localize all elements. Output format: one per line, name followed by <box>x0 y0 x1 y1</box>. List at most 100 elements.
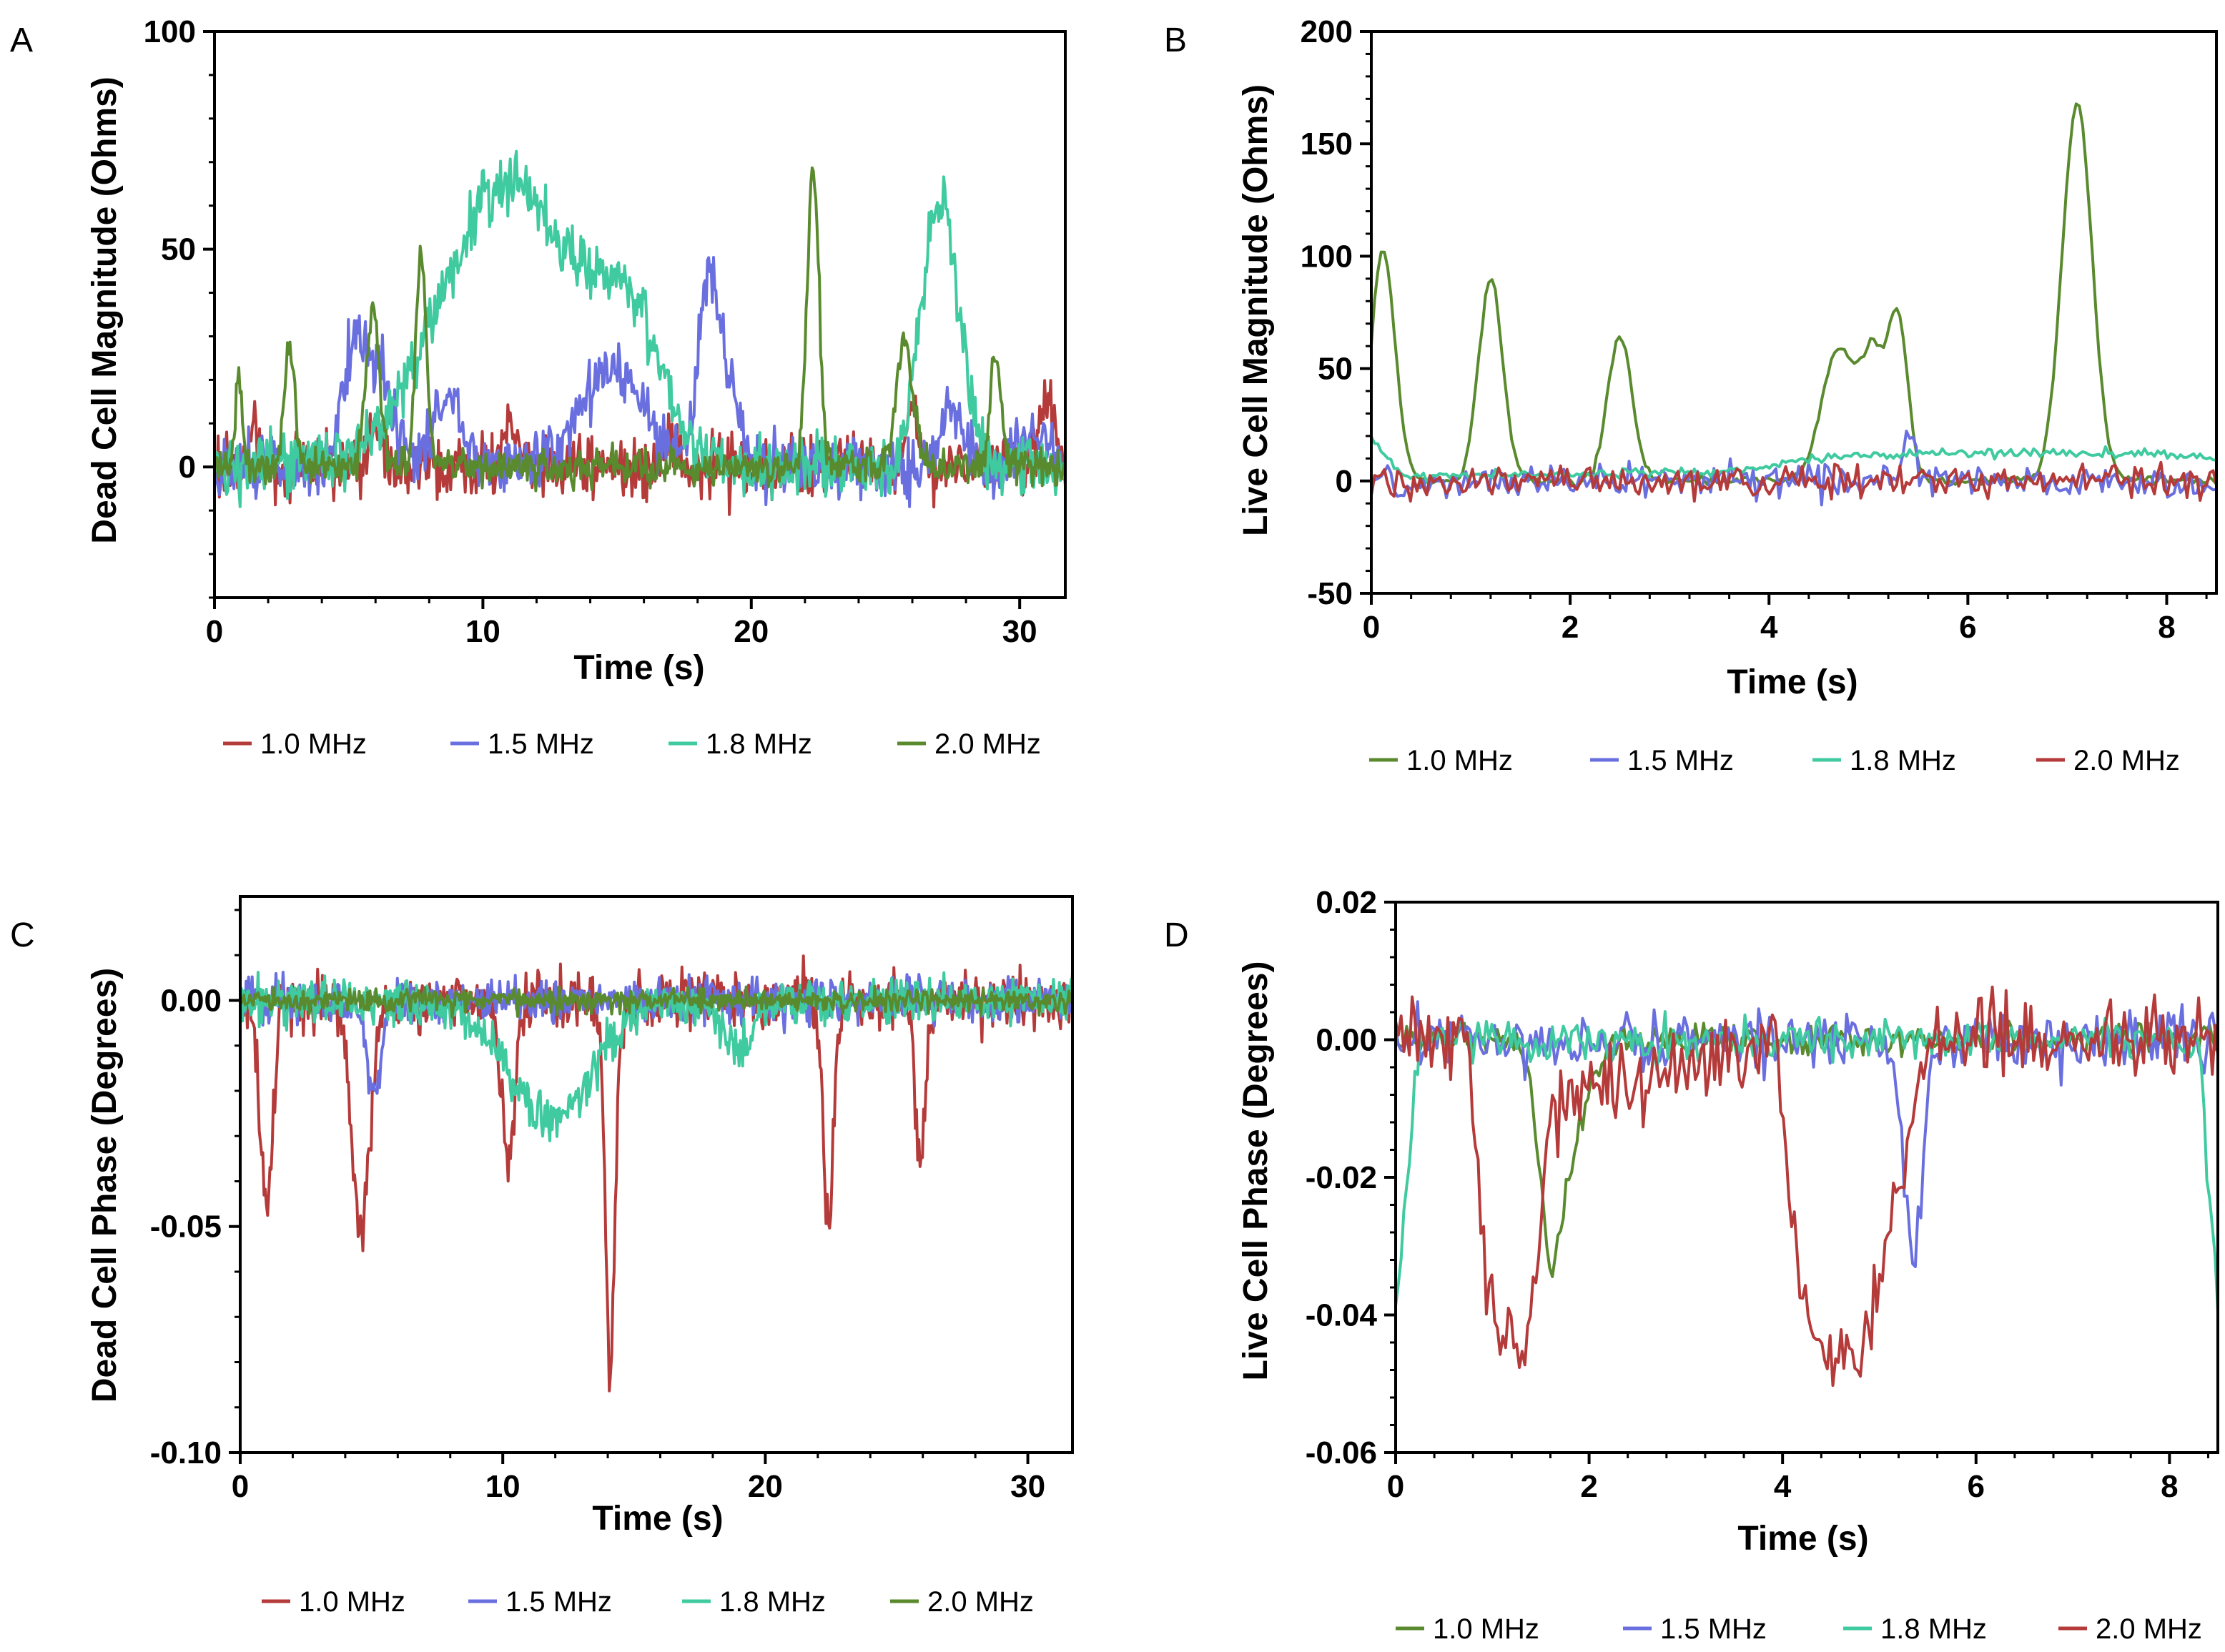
legend-label: 1.5 MHz <box>1660 1613 1767 1645</box>
panel-d: D -0.06-0.04-0.020.000.020 2 4 6 8 Time (s) … <box>1164 885 2219 1645</box>
x-tick-label: 30 <box>1010 1469 1045 1504</box>
x-tick-label: 2 <box>1562 610 1579 645</box>
y-axis-title: Dead Cell Magnitude (Ohms) <box>86 76 124 543</box>
legend-label: 1.0 MHz <box>1433 1613 1539 1645</box>
panel-letter: D <box>1164 916 1189 954</box>
legend-item: 1.0 MHz <box>262 1586 405 1618</box>
x-tick-label: 0 <box>206 614 223 649</box>
series-line <box>214 149 1065 508</box>
legend-item: 1.5 MHz <box>1590 745 1734 776</box>
x-tick-label: 0 <box>1363 610 1380 645</box>
legend-label: 1.8 MHz <box>719 1586 826 1618</box>
x-tick-label: 20 <box>734 614 769 649</box>
y-axis-title: Dead Cell Phase (Degrees) <box>86 968 124 1403</box>
plot-frame <box>1370 30 2218 595</box>
x-axis-title: Time (s) <box>1727 663 1858 701</box>
x-tick-label: 8 <box>2158 610 2175 645</box>
y-tick-label: -0.06 <box>1306 1435 1377 1470</box>
x-tick-label: 6 <box>1959 610 1976 645</box>
legend-label: 2.0 MHz <box>2073 745 2180 776</box>
legend-item: 1.8 MHz <box>682 1586 826 1618</box>
series-line <box>1396 1019 2218 1278</box>
legend-label: 1.0 MHz <box>299 1586 405 1618</box>
x-tick-label: 2 <box>1580 1469 1597 1504</box>
x-axis-title: Time (s) <box>573 649 704 687</box>
legend-label: 1.5 MHz <box>505 1586 612 1618</box>
series-line <box>1396 985 2218 1388</box>
x-tick-label: 30 <box>1002 614 1037 649</box>
plot-frame <box>1394 901 2219 1454</box>
panel-letter: C <box>10 916 35 954</box>
legend-item: 2.0 MHz <box>890 1586 1034 1618</box>
legend-label: 1.8 MHz <box>706 728 812 760</box>
x-tick-label: 10 <box>465 614 500 649</box>
y-tick-label: 0 <box>1336 464 1353 499</box>
y-tick-label: 200 <box>1301 14 1353 49</box>
x-axis-title: Time (s) <box>1737 1520 1868 1558</box>
legend-item: 2.0 MHz <box>897 728 1041 760</box>
x-tick-label: 0 <box>1387 1469 1404 1504</box>
series-line <box>1396 1000 2218 1268</box>
y-tick-label: -0.02 <box>1306 1160 1377 1195</box>
panel-letter: A <box>10 21 33 59</box>
x-axis-title: Time (s) <box>592 1500 723 1538</box>
x-tick-label: 10 <box>485 1469 521 1504</box>
legend: 1.0 MHz 1.5 MHz 1.8 MHz 2.0 MHz <box>262 1586 1034 1618</box>
series-line <box>1371 460 2216 503</box>
y-tick-label: 0 <box>179 450 196 485</box>
y-tick-label: -50 <box>1307 576 1353 611</box>
y-tick-label: 50 <box>1318 352 1353 387</box>
legend-label: 1.5 MHz <box>1627 745 1734 776</box>
panel-letter: B <box>1164 21 1187 59</box>
plot-area: -50 0 50 100 150 200 0 2 4 6 8 <box>1301 14 2218 645</box>
legend-item: 1.5 MHz <box>450 728 594 760</box>
y-tick-label: 0.00 <box>1316 1023 1377 1058</box>
series-line <box>214 166 1065 493</box>
plot-area: -0.10 -0.05 0.00 0 10 20 30 <box>150 895 1074 1504</box>
legend: 1.0 MHz 1.5 MHz 1.8 MHz 2.0 MHz <box>223 728 1041 760</box>
legend-item: 1.8 MHz <box>669 728 812 760</box>
y-tick-label: -0.04 <box>1306 1298 1378 1333</box>
legend-label: 1.0 MHz <box>260 728 367 760</box>
plot-area: 0 50 100 0 10 20 30 <box>144 14 1067 649</box>
y-axis-title: Live Cell Phase (Degrees) <box>1237 961 1275 1381</box>
series-line <box>240 984 1072 1019</box>
plot-frame <box>239 895 1074 1454</box>
panel-a: A 0 50 100 0 10 20 30 Time (s) Dead Cell Magni… <box>10 14 1067 760</box>
legend-label: 2.0 MHz <box>927 1586 1034 1618</box>
y-tick-label: 50 <box>161 232 196 267</box>
x-tick-label: 4 <box>1774 1469 1792 1504</box>
legend-label: 1.8 MHz <box>1880 1613 1987 1645</box>
plot-area: -0.06 -0.04 -0.02 0.00 0.02 0 2 4 6 8 <box>1306 885 2219 1504</box>
legend-item: 1.5 MHz <box>468 1586 612 1618</box>
series-line <box>1396 1010 2218 1312</box>
legend-item: 1.5 MHz <box>1623 1613 1767 1645</box>
series-line <box>1371 435 2216 484</box>
y-tick-label: 0.02 <box>1316 885 1377 920</box>
legend-label: 1.0 MHz <box>1406 745 1513 776</box>
series-line <box>1371 102 2216 489</box>
legend-item: 1.0 MHz <box>223 728 367 760</box>
legend-item: 1.0 MHz <box>1369 745 1513 776</box>
x-tick-label: 6 <box>1968 1469 1985 1504</box>
y-tick-label: 150 <box>1301 127 1353 162</box>
y-axis-title: Live Cell Magnitude (Ohms) <box>1237 84 1275 536</box>
legend: 1.0 MHz 1.5 MHz 1.8 MHz 2.0 MHz <box>1369 745 2180 776</box>
panel-c: C -0.10 -0.05 0.00 0 10 20 30 Time (s) Dead Ce… <box>10 895 1074 1618</box>
y-tick-label: 100 <box>1301 239 1353 274</box>
x-tick-label: 8 <box>2161 1469 2178 1504</box>
x-tick-label: 0 <box>232 1469 249 1504</box>
legend-item: 1.8 MHz <box>1812 745 1956 776</box>
y-tick-label: 0.00 <box>160 983 222 1018</box>
legend: 1.0 MHz 1.5 MHz 1.8 MHz 2.0 MHz <box>1396 1613 2202 1645</box>
y-tick-label: -0.05 <box>150 1210 222 1245</box>
legend-item: 1.0 MHz <box>1396 1613 1539 1645</box>
panel-b: B -50 0 50 100 150 200 0 2 4 6 8 Time (s) Live Cel… <box>1164 14 2218 776</box>
series-line <box>240 954 1072 1393</box>
legend-item: 2.0 MHz <box>2058 1613 2202 1645</box>
legend-label: 2.0 MHz <box>934 728 1041 760</box>
legend-label: 1.5 MHz <box>488 728 594 760</box>
x-tick-label: 20 <box>748 1469 783 1504</box>
plot-frame <box>213 30 1067 599</box>
